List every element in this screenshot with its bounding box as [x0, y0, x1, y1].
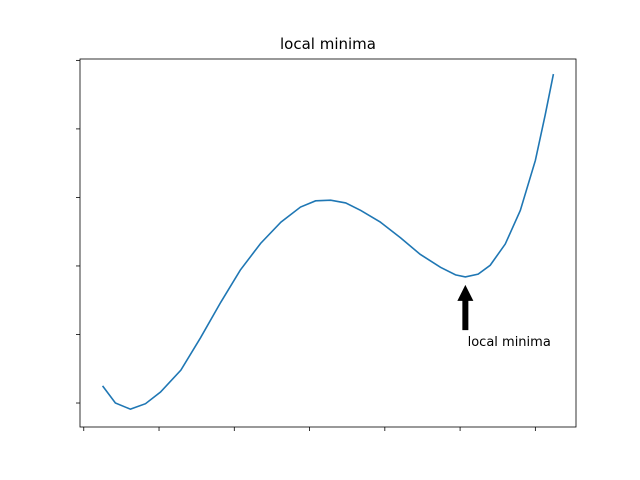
axes-frame — [79, 58, 577, 428]
chart-title: local minima — [280, 35, 376, 53]
annotation-arrow — [457, 284, 474, 331]
line — [101, 73, 555, 411]
annotation-text: local minima — [468, 335, 551, 350]
